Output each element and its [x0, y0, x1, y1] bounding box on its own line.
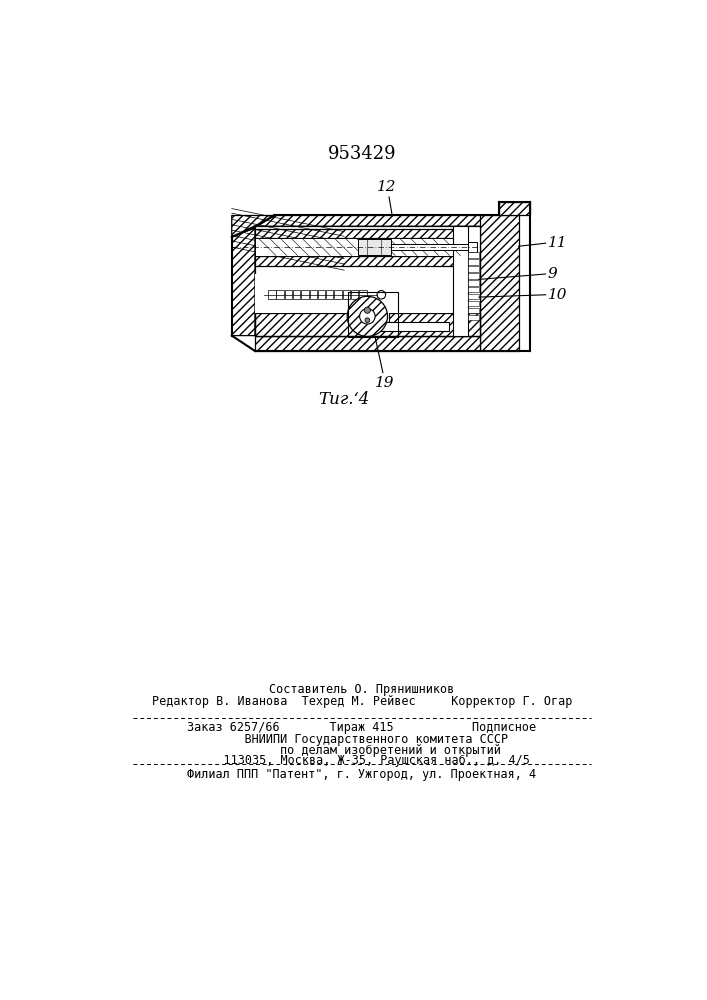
Bar: [301, 290, 309, 299]
Text: 113035, Москва, Ж-35, Раушская наб., д. 4/5: 113035, Москва, Ж-35, Раушская наб., д. …: [194, 754, 530, 767]
Bar: [285, 290, 292, 299]
Bar: [293, 290, 300, 299]
Text: Заказ 6257/66       Тираж 415           Подписное: Заказ 6257/66 Тираж 415 Подписное: [187, 721, 537, 734]
Bar: [499, 202, 530, 215]
Circle shape: [364, 307, 370, 313]
Bar: [351, 290, 358, 299]
Bar: [468, 315, 479, 320]
Bar: [326, 290, 334, 299]
Polygon shape: [255, 312, 480, 336]
Text: Редактор В. Иванова  Техред М. Рейвес     Корректор Г. Огар: Редактор В. Иванова Техред М. Рейвес Кор…: [152, 695, 572, 708]
Text: Τиг.‘4: Τиг.‘4: [318, 391, 370, 408]
Bar: [375, 296, 389, 328]
Polygon shape: [255, 256, 460, 266]
Bar: [468, 301, 479, 306]
Bar: [334, 290, 341, 299]
Bar: [468, 308, 479, 313]
Circle shape: [365, 318, 370, 323]
Text: ВНИИПИ Государственного комитета СССР: ВНИИПИ Государственного комитета СССР: [216, 733, 508, 746]
Bar: [468, 294, 479, 299]
Bar: [452, 226, 468, 336]
Bar: [317, 290, 325, 299]
Bar: [255, 238, 460, 256]
Text: 11: 11: [548, 236, 568, 250]
Polygon shape: [499, 202, 518, 215]
Text: 19: 19: [375, 376, 395, 390]
Bar: [391, 244, 476, 250]
Bar: [468, 280, 479, 286]
Bar: [343, 290, 350, 299]
Circle shape: [377, 291, 385, 299]
Polygon shape: [255, 336, 480, 351]
Bar: [375, 322, 449, 331]
Circle shape: [347, 296, 387, 336]
Polygon shape: [232, 228, 255, 336]
Circle shape: [360, 309, 375, 324]
Bar: [468, 287, 479, 292]
Bar: [310, 290, 317, 299]
Bar: [268, 290, 276, 299]
Bar: [359, 290, 366, 299]
Bar: [468, 259, 479, 265]
Bar: [358, 239, 391, 255]
Bar: [468, 242, 477, 252]
Text: 953429: 953429: [327, 145, 396, 163]
Text: Составитель О. Прянишников: Составитель О. Прянишников: [269, 683, 455, 696]
Polygon shape: [255, 274, 480, 312]
Text: 9: 9: [548, 267, 558, 281]
Bar: [468, 252, 479, 258]
Bar: [255, 238, 460, 256]
Text: 12: 12: [377, 180, 397, 194]
Polygon shape: [255, 226, 480, 274]
Polygon shape: [232, 215, 274, 237]
Bar: [276, 290, 284, 299]
Bar: [468, 266, 479, 272]
Bar: [387, 292, 449, 298]
Polygon shape: [480, 215, 518, 351]
Text: Филиал ППП "Патент", г. Ужгород, ул. Проектная, 4: Филиал ППП "Патент", г. Ужгород, ул. Про…: [187, 768, 537, 781]
Polygon shape: [255, 229, 460, 238]
Bar: [260, 288, 375, 302]
Bar: [468, 273, 479, 279]
Polygon shape: [255, 215, 499, 226]
Text: 10: 10: [548, 288, 568, 302]
Polygon shape: [255, 274, 480, 336]
Text: по делам изобретений и открытий: по делам изобретений и открытий: [223, 744, 501, 757]
